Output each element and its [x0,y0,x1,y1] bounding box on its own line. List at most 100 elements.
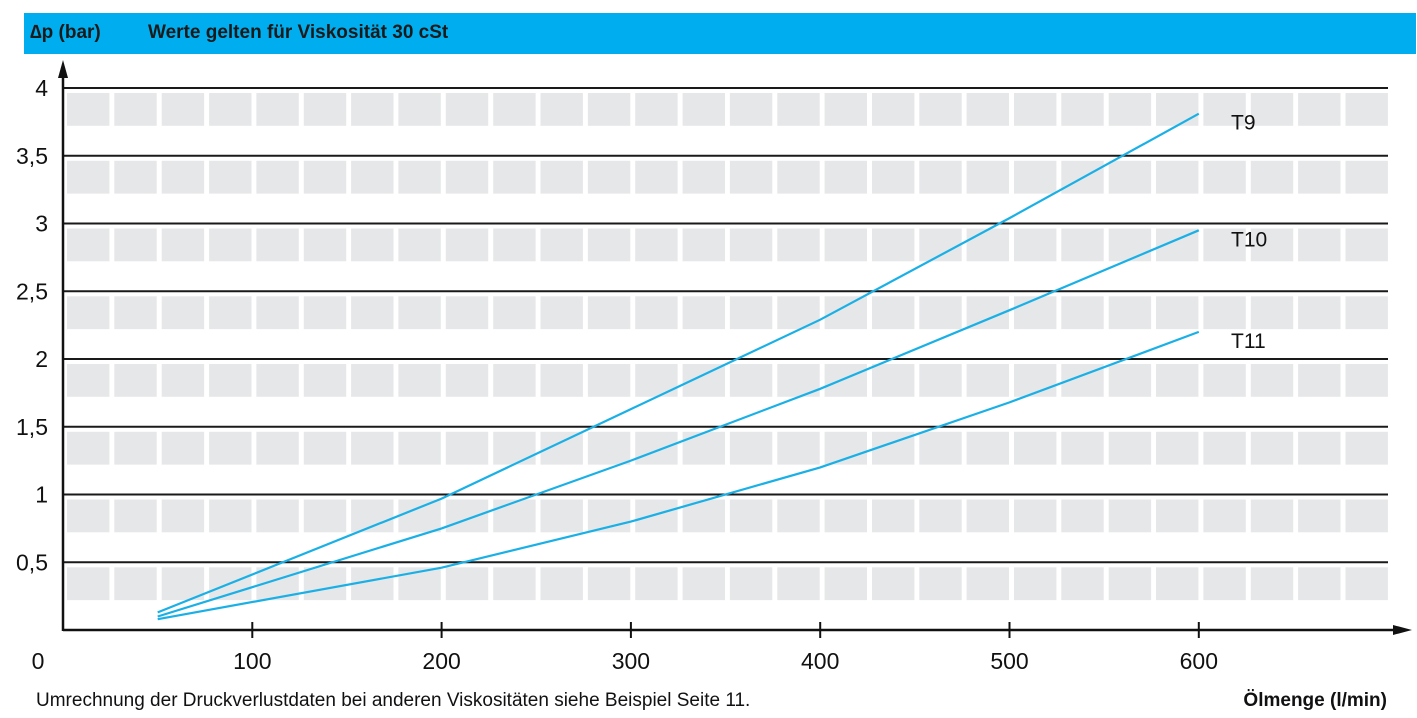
grid-cell [635,499,678,533]
grid-cell [1250,364,1294,397]
grid-cell [872,296,915,330]
grid-cell [1061,499,1104,533]
grid-cell [540,93,583,126]
grid-cell [1345,93,1388,126]
grid-cell [493,296,536,330]
grid-cell [303,364,347,397]
grid-cell [1014,93,1057,126]
grid-cell [729,160,773,194]
grid-cell [966,228,1009,262]
grid-cell [1014,160,1057,194]
grid-cell [824,364,867,397]
y-tick-label: 0,5 [16,549,48,575]
grid-cell [1061,431,1104,465]
grid-cell [161,296,205,330]
grid-cell [351,296,394,330]
grid-cell [872,567,915,601]
grid-cell [1108,228,1152,262]
grid-cell [1061,93,1104,126]
footer-note: Umrechnung der Druckverlustdaten bei and… [36,690,751,711]
grid-cell [1250,567,1294,601]
grid-cell [114,499,157,533]
x-axis-arrow [1393,625,1412,635]
chart-header-bar: ∆p (bar) Werte gelten für Viskosität 30 … [24,13,1416,54]
grid-cell [872,93,915,126]
grid-cell [303,93,347,126]
grid-cell [67,567,110,601]
grid-cell [161,499,205,533]
grid-cell [540,499,583,533]
grid-cell [919,160,962,194]
grid-cell [1108,160,1152,194]
grid-cell [303,228,347,262]
grid-cell [1108,296,1152,330]
grid-cell [1203,228,1246,262]
grid-cell [1014,364,1057,397]
grid-cell [256,228,299,262]
grid-cell [1108,93,1152,126]
x-tick-label: 400 [801,648,839,674]
series-line-t10 [157,229,1200,618]
grid-cell [114,228,157,262]
grid-cell [1014,228,1057,262]
grid-cell [114,431,157,465]
grid-cell [493,567,536,601]
grid-cell [351,364,394,397]
grid-cell [729,567,773,601]
grid-cell [824,499,867,533]
y-tick-label: 1 [35,482,48,508]
grid-cell [682,93,725,126]
grid-cell [635,364,678,397]
grid-cell [303,431,347,465]
grid-cell [824,93,867,126]
grid-cell [161,364,205,397]
grid-cell [445,567,489,601]
grid-cell [587,431,631,465]
grid-cell [777,296,820,330]
x-tick-label: 600 [1180,648,1218,674]
grid-cell [398,160,441,194]
grid-cell [445,228,489,262]
grid-cell [493,93,536,126]
grid-cell [493,431,536,465]
grid-cell [1298,160,1341,194]
grid-cell [256,93,299,126]
grid-cell [1108,567,1152,601]
grid-cell [1203,567,1246,601]
grid-cell [1014,499,1057,533]
grid-cell [209,431,252,465]
grid-cell [682,364,725,397]
grid-cell [777,93,820,126]
grid-cell [1203,499,1246,533]
grid-cell [682,567,725,601]
series-label-t9: T9 [1231,112,1256,135]
grid-cell [209,228,252,262]
grid-cell [635,296,678,330]
grid-cell [1156,364,1199,397]
grid-cell [209,296,252,330]
grid-cell [1250,431,1294,465]
grid-cell [1156,160,1199,194]
grid-cell [1345,296,1388,330]
grid-cell [872,499,915,533]
grid-cell [919,296,962,330]
grid-cell [540,228,583,262]
grid-cell [161,567,205,601]
grid-cell [1156,567,1199,601]
grid-cell [398,364,441,397]
grid-cell [303,567,347,601]
grid-cell [1345,160,1388,194]
grid-cell [777,160,820,194]
grid-cell [67,93,110,126]
grid-cell [398,431,441,465]
grid-cell [1250,296,1294,330]
grid-cell [587,296,631,330]
grid-cell [777,431,820,465]
grid-cell [114,93,157,126]
grid-cell [445,93,489,126]
series-line-t9 [157,112,1200,614]
tick-labels: 0 100 200 300 400 500 600 0,5 1 1,5 2 2,5 3 3,5 4 [16,75,1218,674]
grid-cell [966,499,1009,533]
grid-cell [256,160,299,194]
